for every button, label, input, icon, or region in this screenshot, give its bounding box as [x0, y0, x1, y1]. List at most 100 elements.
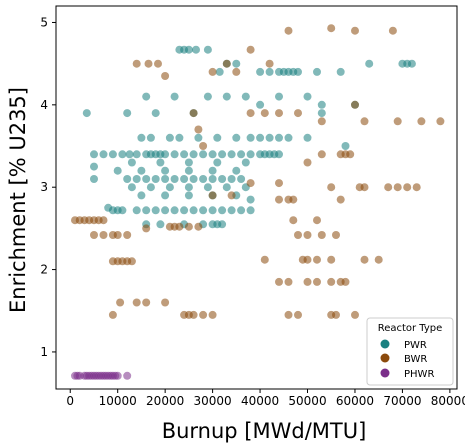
- point-pwr-33: [407, 59, 416, 68]
- point-bwr-28: [144, 59, 153, 68]
- point-pwr-11: [303, 92, 312, 101]
- point-pwr-105: [161, 191, 170, 200]
- point-pwr-98: [146, 183, 155, 192]
- point-pwr-29: [336, 67, 345, 76]
- point-pwr-87: [161, 175, 170, 183]
- point-bwr-93: [341, 277, 350, 286]
- data-points: [71, 24, 445, 380]
- point-bwr-7: [90, 231, 98, 239]
- x-tick-label-8: 80000: [431, 394, 465, 408]
- point-pwr-93: [218, 175, 227, 183]
- x-tick-label-4: 40000: [241, 394, 279, 408]
- plot-frame: [55, 5, 458, 390]
- point-bwr-98: [351, 310, 359, 319]
- point-bwr-48: [317, 150, 326, 159]
- point-bwr-20: [161, 298, 170, 307]
- point-pwr-72: [156, 158, 165, 167]
- point-pwr-126: [246, 206, 255, 215]
- point-bwr-31: [246, 109, 255, 118]
- point-pwr-125: [237, 206, 246, 215]
- x-tick-label-7: 70000: [383, 394, 421, 408]
- legend-title: Reactor Type: [378, 323, 443, 334]
- point-pwr-136: [303, 133, 312, 142]
- x-tick-label-0: 0: [66, 394, 74, 408]
- point-pwr-28: [313, 67, 321, 76]
- point-bwr-97: [332, 310, 340, 319]
- point-pwr-86: [151, 175, 160, 183]
- point-bwr-45: [393, 117, 402, 126]
- legend-entry-phwr: PHWR: [380, 368, 434, 380]
- point-bwr-68: [142, 224, 151, 233]
- point-pwr-85: [142, 175, 151, 183]
- point-pwr-115: [142, 206, 151, 215]
- point-pwr-122: [208, 206, 217, 215]
- point-bwr-35: [222, 59, 231, 68]
- point-pwr-77: [113, 166, 122, 175]
- point-pwr-12: [317, 100, 326, 109]
- point-pwr-88: [170, 175, 179, 183]
- point-pwr-81: [208, 166, 217, 175]
- point-pwr-109: [246, 195, 255, 204]
- x-axis-label: Burnup [MWd/MTU]: [162, 419, 367, 443]
- y-tick-label-0: 1: [40, 345, 48, 359]
- point-pwr-46: [180, 150, 189, 159]
- point-bwr-81: [303, 255, 312, 264]
- point-bwr-95: [294, 310, 302, 319]
- y-axis-label: Enrichment [% U235]: [6, 87, 30, 313]
- point-bwr-47: [436, 117, 445, 126]
- point-pwr-7: [222, 92, 231, 101]
- point-pwr-18: [215, 67, 224, 76]
- y-tick-label-1: 2: [40, 263, 48, 277]
- point-pwr-92: [208, 175, 217, 183]
- point-bwr-10: [113, 231, 122, 239]
- point-bwr-30: [189, 109, 198, 118]
- point-pwr-135: [341, 142, 350, 150]
- point-pwr-60: [146, 133, 155, 142]
- y-axis: 1 2 3 4 5: [40, 15, 56, 359]
- point-pwr-49: [208, 150, 217, 159]
- point-bwr-87: [275, 277, 283, 286]
- point-bwr-60: [275, 179, 283, 188]
- point-pwr-66: [246, 133, 255, 142]
- legend-box: [366, 317, 454, 386]
- point-bwr-40: [246, 45, 255, 54]
- point-bwr-43: [317, 117, 326, 126]
- point-bwr-26: [108, 310, 117, 319]
- point-bwr-67: [246, 179, 255, 188]
- point-pwr-71: [127, 158, 136, 167]
- point-bwr-36: [284, 26, 293, 35]
- point-pwr-67: [256, 133, 265, 142]
- point-pwr-113: [118, 206, 127, 215]
- point-pwr-52: [237, 150, 246, 159]
- point-pwr-91: [199, 175, 208, 183]
- point-pwr-58: [275, 150, 283, 159]
- point-pwr-4: [170, 92, 179, 101]
- point-bwr-23: [189, 310, 198, 319]
- point-pwr-10: [275, 92, 283, 101]
- point-bwr-59: [412, 183, 421, 192]
- legend-entry-bwr: BWR: [380, 353, 427, 365]
- point-pwr-9: [256, 100, 265, 109]
- point-pwr-38: [125, 150, 134, 159]
- x-tick-label-5: 50000: [288, 394, 326, 408]
- point-pwr-78: [137, 166, 146, 175]
- point-pwr-53: [246, 150, 255, 159]
- point-bwr-82: [313, 255, 321, 264]
- point-pwr-106: [184, 191, 193, 200]
- point-bwr-29: [154, 59, 162, 68]
- point-pwr-96: [90, 175, 98, 183]
- x-tick-label-2: 20000: [146, 394, 184, 408]
- x-tick-label-3: 30000: [194, 394, 232, 408]
- point-bwr-64: [336, 195, 345, 204]
- point-pwr-94: [227, 175, 236, 183]
- point-pwr-22: [265, 67, 274, 76]
- point-pwr-121: [199, 206, 208, 215]
- point-pwr-76: [90, 162, 98, 171]
- point-pwr-101: [203, 183, 212, 192]
- point-pwr-117: [161, 206, 170, 215]
- point-pwr-89: [180, 175, 189, 183]
- legend-label-phwr: PHWR: [404, 369, 434, 380]
- y-tick-label-2: 3: [40, 180, 48, 194]
- point-pwr-45: [170, 150, 179, 159]
